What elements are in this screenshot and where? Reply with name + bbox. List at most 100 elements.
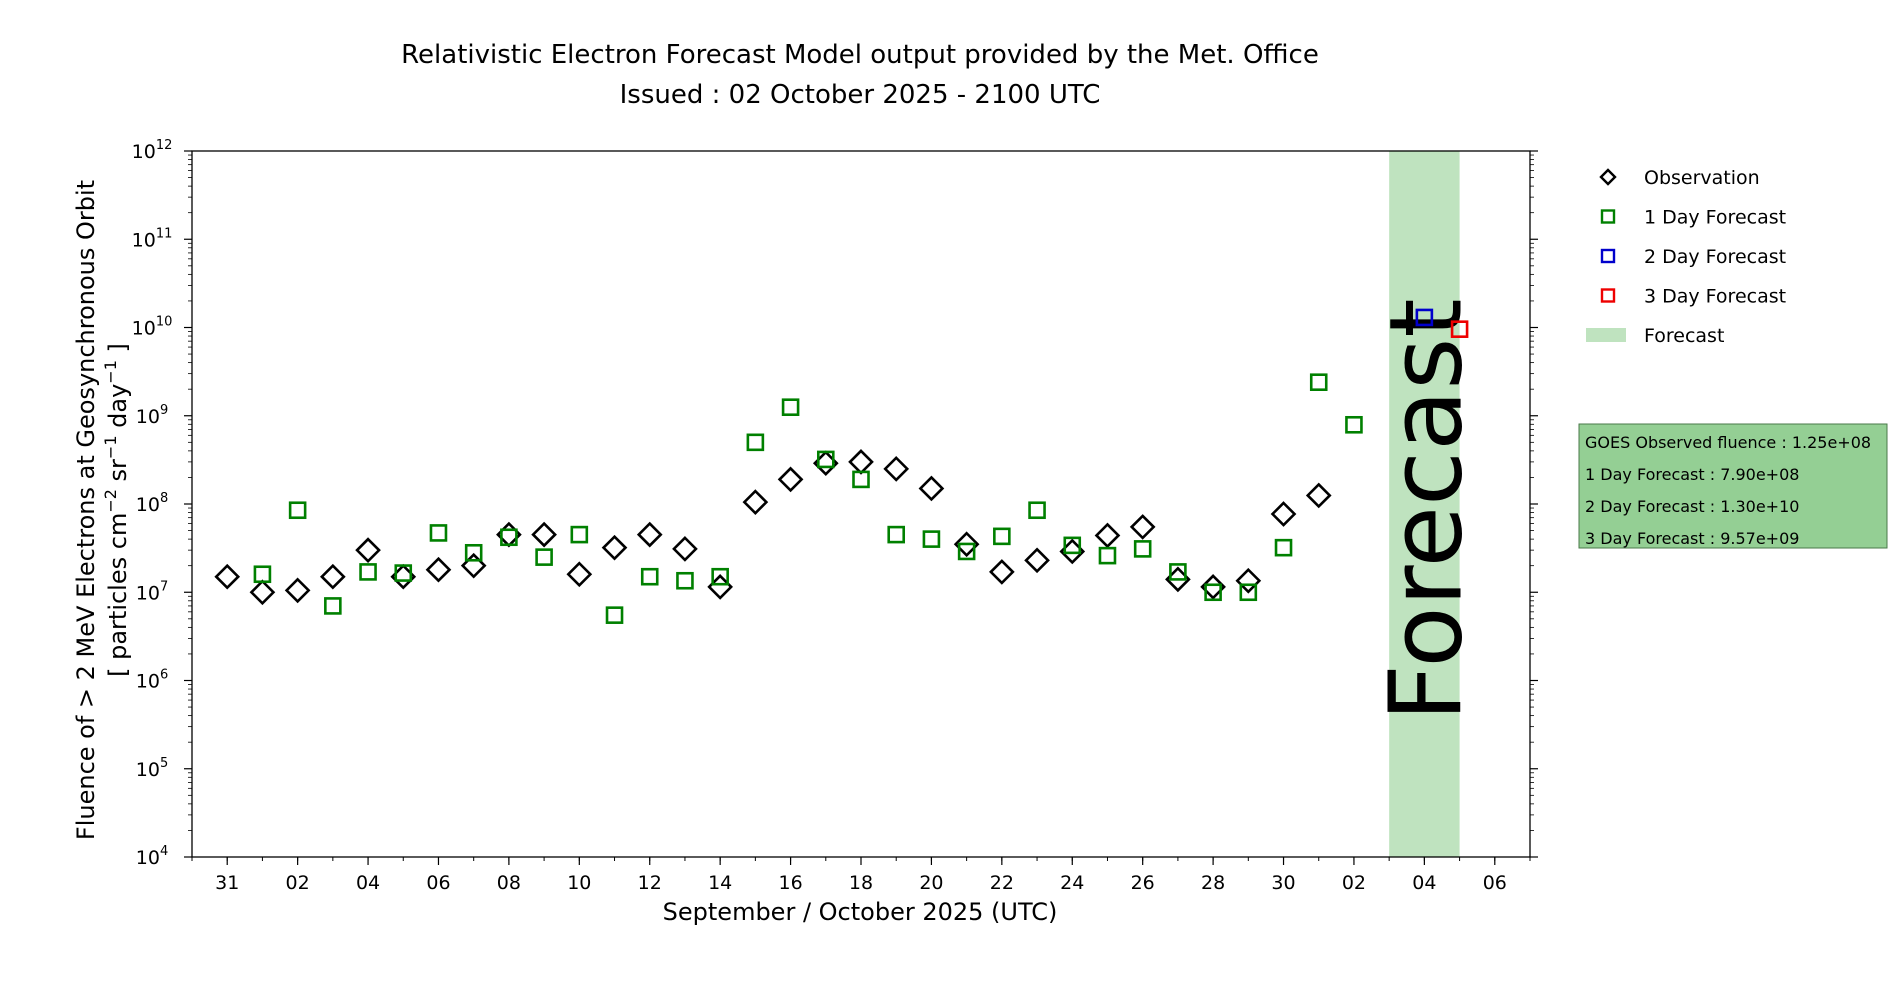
legend-marker-forecast <box>1600 248 1616 264</box>
x-tick-label: 30 <box>1271 872 1295 894</box>
chart-title-line1: Relativistic Electron Forecast Model out… <box>401 40 1319 70</box>
x-tick-label: 24 <box>1060 872 1084 894</box>
observation-point <box>531 521 557 548</box>
forecast-point <box>852 470 870 489</box>
axes-layer: 31 02 04 06 08 10 12 14 16 18 20 22 24 26 28 30 02 04 0610… <box>132 138 1538 894</box>
y-tick-label: 1010 <box>132 315 173 340</box>
x-tick-label: 31 <box>215 872 239 894</box>
observation-point <box>249 579 276 606</box>
info-box-line: GOES Observed fluence : 1.25e+08 <box>1585 433 1871 452</box>
forecast-point <box>922 530 941 548</box>
forecast-point <box>1204 583 1222 602</box>
forecast-point <box>781 398 800 416</box>
forecast-point <box>816 450 835 469</box>
x-tick-label: 12 <box>638 872 662 894</box>
forecast-point <box>1309 373 1328 391</box>
y-tick-label: 105 <box>136 756 168 781</box>
observation-point <box>1305 482 1332 509</box>
observation-point <box>636 521 663 548</box>
y-tick-label: 106 <box>136 668 168 693</box>
observation-point <box>320 563 346 590</box>
x-tick-label: 26 <box>1131 872 1155 894</box>
forecast-point <box>253 565 272 584</box>
observation-point <box>355 537 381 563</box>
forecast-point <box>535 548 553 566</box>
forecast-point <box>887 525 906 544</box>
observation-point <box>883 456 910 482</box>
observation-point <box>1200 574 1226 600</box>
x-tick-label: 06 <box>426 872 450 894</box>
forecast-point <box>1450 320 1469 338</box>
observation-point <box>425 556 452 583</box>
forecast-point <box>640 567 659 586</box>
info-box-line: 2 Day Forecast : 1.30e+10 <box>1585 497 1799 516</box>
observation-point <box>460 552 487 579</box>
observation-point <box>1235 567 1262 594</box>
observation-point <box>284 577 311 604</box>
observation-point <box>1094 522 1121 549</box>
x-tick-label: 22 <box>990 872 1014 894</box>
legend-label: 2 Day Forecast <box>1644 246 1786 268</box>
x-tick-label: 14 <box>708 872 732 894</box>
y-tick-label: 109 <box>136 403 168 428</box>
x-tick-label: 02 <box>286 872 310 894</box>
observation-point <box>918 475 945 502</box>
observation-point <box>1129 514 1156 540</box>
legend-label: 1 Day Forecast <box>1644 207 1786 229</box>
legend-marker-forecast <box>1600 209 1616 224</box>
observation-point <box>848 449 874 475</box>
forecast-point <box>324 597 342 615</box>
legend-marker-forecast <box>1600 288 1616 303</box>
forecast-point <box>1098 546 1117 565</box>
forecast-point <box>1028 501 1046 520</box>
x-tick-label: 02 <box>1342 872 1366 894</box>
forecast-point <box>570 525 589 544</box>
forecast-point <box>1345 415 1363 434</box>
y-axis-label-group: Fluence of > 2 MeV Electrons at Geosynch… <box>72 180 132 840</box>
info-box: GOES Observed fluence : 1.25e+08 1 Day Fo… <box>1578 423 1888 549</box>
observation-point <box>1024 547 1050 574</box>
chart-title-line2: Issued : 02 October 2025 - 2100 UTC <box>620 80 1101 110</box>
chart-title: Relativistic Electron Forecast Model out… <box>401 40 1319 110</box>
observation-point <box>742 489 769 515</box>
series-1-day-forecast <box>253 373 1363 624</box>
forecast-point <box>288 501 307 520</box>
forecast-point <box>993 527 1011 546</box>
forecast-point <box>605 606 624 624</box>
info-box-background <box>1578 423 1888 549</box>
forecast-point <box>1239 583 1258 602</box>
forecast-point <box>711 567 729 586</box>
data-marks-layer <box>214 308 1469 624</box>
observation-point <box>214 563 241 590</box>
x-tick-label: 04 <box>356 872 380 894</box>
forecast-point <box>746 433 765 452</box>
legend-label: Observation <box>1644 167 1760 189</box>
forecast-point <box>957 542 976 561</box>
y-tick-label: 1012 <box>132 138 173 163</box>
forecast-point <box>394 564 413 582</box>
observation-point <box>989 559 1015 585</box>
y-tick-label: 108 <box>136 491 168 516</box>
forecast-region-label: Forecast <box>1367 298 1484 721</box>
observation-point <box>672 536 698 562</box>
series-3-day-forecast <box>1450 320 1469 338</box>
y-axis-label-line1: Fluence of > 2 MeV Electrons at Geosynch… <box>72 180 100 840</box>
forecast-point <box>359 563 377 581</box>
forecast-point <box>1133 540 1152 558</box>
forecast-point <box>1063 536 1082 555</box>
observation-point <box>1270 501 1297 527</box>
x-tick-label: 06 <box>1483 872 1507 894</box>
plot-background-layer: Forecast <box>1367 151 1484 857</box>
y-tick-label: 1011 <box>132 226 173 251</box>
x-tick-label: 16 <box>778 872 802 894</box>
observation-point <box>601 534 628 561</box>
x-tick-label: 04 <box>1412 872 1436 894</box>
x-tick-label: 18 <box>849 872 873 894</box>
y-axis-label-line2: [ particles cm−2 sr−1 day−1 ] <box>101 343 132 677</box>
info-box-line: 3 Day Forecast : 9.57e+09 <box>1585 529 1799 548</box>
forecast-region <box>1389 151 1460 857</box>
legend: Observation 1 Day Forecast 2 Day Forecast 3… <box>1586 167 1786 347</box>
observation-point <box>566 561 593 588</box>
